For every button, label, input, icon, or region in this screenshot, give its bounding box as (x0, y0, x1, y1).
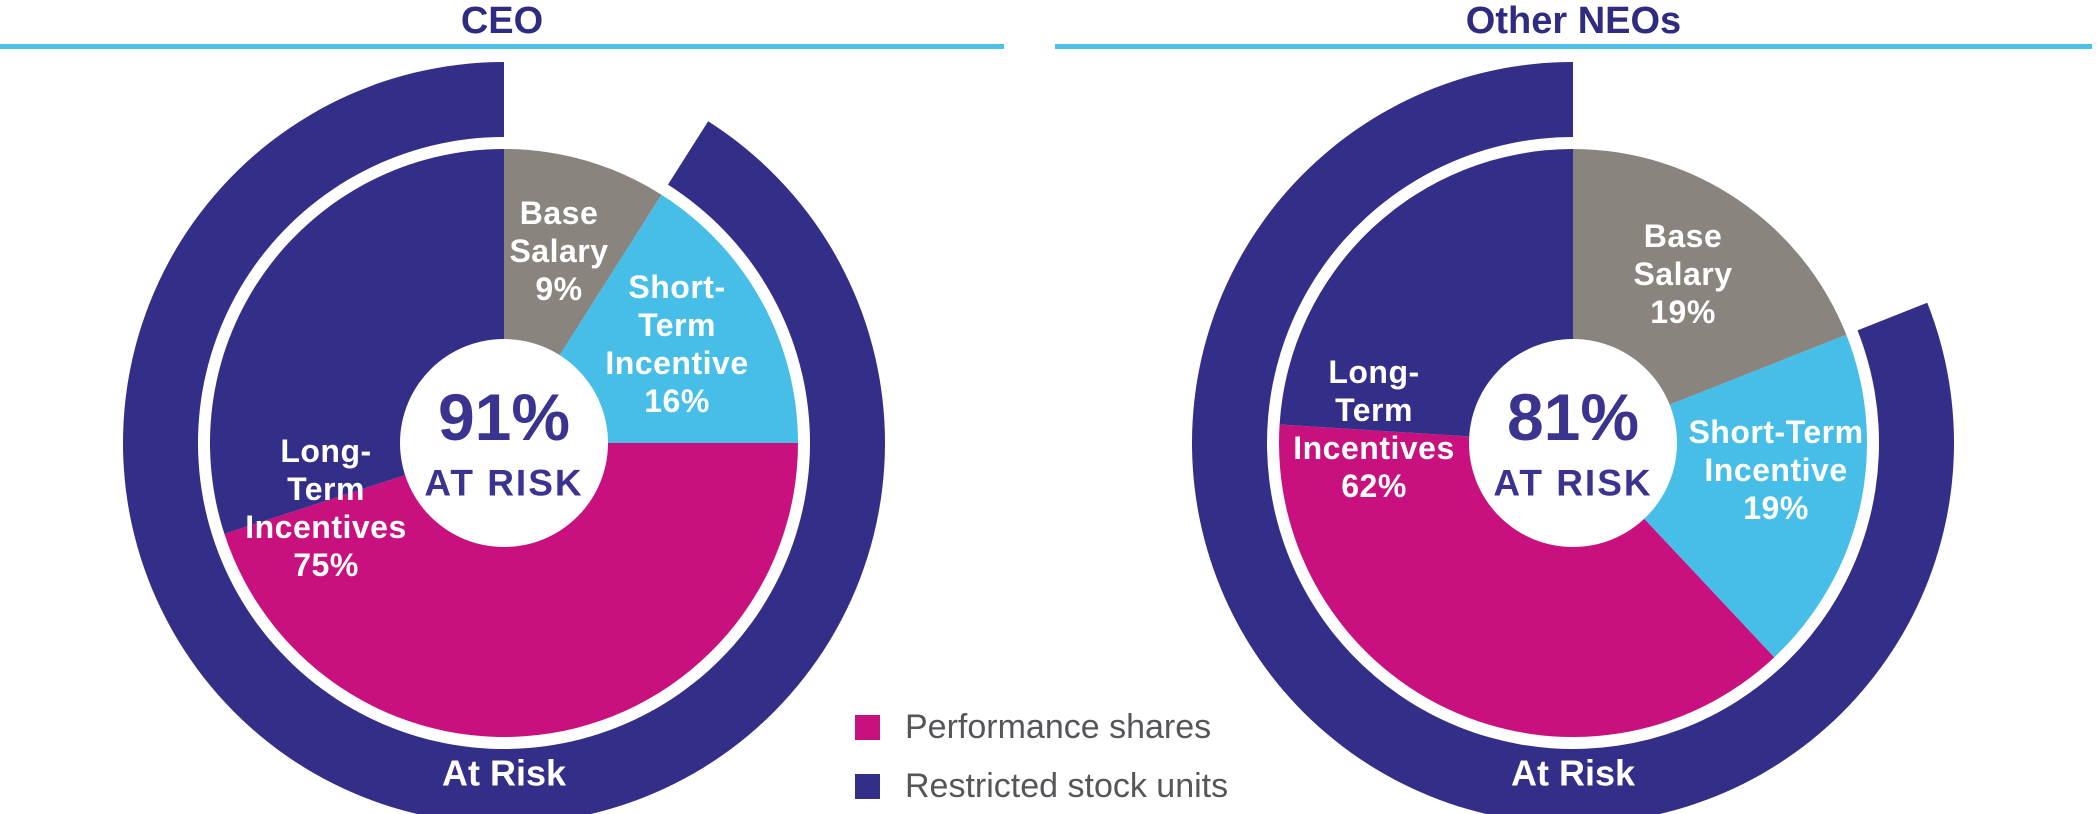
ceo-at-risk-ring-label: At Risk (442, 753, 567, 794)
ceo-label-short-term-incentive-16: Short-Term Incentive 16% (605, 269, 748, 419)
other-neos-label-long-term-incentives-62: Long-Term Incentives 62% (1293, 354, 1455, 504)
other-neos-label-short-term-incentive-19: Short-Term Incentive 19% (1688, 414, 1863, 526)
ceo-label-base-salary-9: Base Salary 9% (509, 195, 608, 307)
ceo-center-hole (400, 339, 608, 547)
legend-swatch-restricted-stock-units (855, 774, 880, 799)
legend: Performance shares Restricted stock unit… (855, 708, 1228, 814)
legend-swatch-performance-shares (855, 715, 880, 740)
other-neos-center-value: 81% (1507, 380, 1639, 454)
ceo-slice-long-term-incentives-performance-shares (224, 443, 798, 737)
other-neos-center-hole (1469, 339, 1677, 547)
other-neos-label-base-salary-19: Base Salary 19% (1633, 218, 1732, 330)
ceo-label-long-term-incentives-75: Long-Term Incentives 75% (245, 433, 407, 583)
ceo-center-value: 91% (438, 380, 570, 454)
title-rule-right (1055, 44, 2092, 49)
legend-item-performance-shares: Performance shares (855, 708, 1228, 747)
other-neos-slice-long-term-incentives-performance-shares (1279, 424, 1775, 737)
ceo-donut-chart: Base Salary 9% Short-Term Incentive 16% Long-T… (123, 62, 885, 814)
other-neos-center-caption: AT RISK (1493, 463, 1652, 504)
legend-label-performance-shares: Performance shares (905, 708, 1212, 746)
legend-label-restricted-stock-units: Restricted stock units (905, 767, 1229, 805)
chart-title-ceo: CEO (460, 0, 544, 42)
chart-title-other-neos: Other NEOs (1465, 0, 1682, 42)
other-neos-at-risk-ring-label: At Risk (1511, 753, 1636, 794)
ceo-center-caption: AT RISK (424, 463, 583, 504)
other-neos-donut-chart: Base Salary 19% Short-Term Incentive 19% Long-… (1191, 62, 1954, 814)
legend-item-restricted-stock-units: Restricted stock units (855, 767, 1228, 806)
title-rule-left (0, 44, 1004, 49)
